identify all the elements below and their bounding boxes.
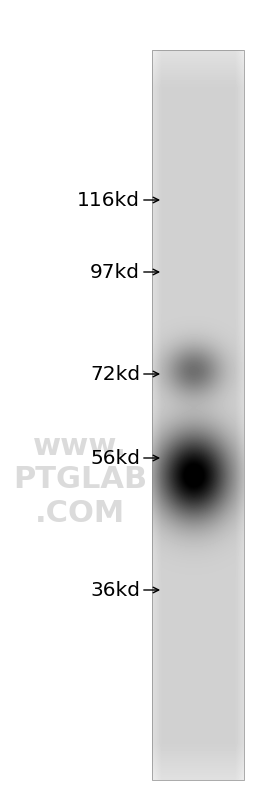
Text: 56kd: 56kd <box>90 448 140 467</box>
Text: 97kd: 97kd <box>90 263 140 281</box>
Text: www.
PTGLAB
.COM: www. PTGLAB .COM <box>13 432 147 528</box>
Bar <box>152 50 244 780</box>
Text: 36kd: 36kd <box>90 581 140 599</box>
Text: 116kd: 116kd <box>77 190 140 209</box>
Text: 72kd: 72kd <box>90 364 140 384</box>
